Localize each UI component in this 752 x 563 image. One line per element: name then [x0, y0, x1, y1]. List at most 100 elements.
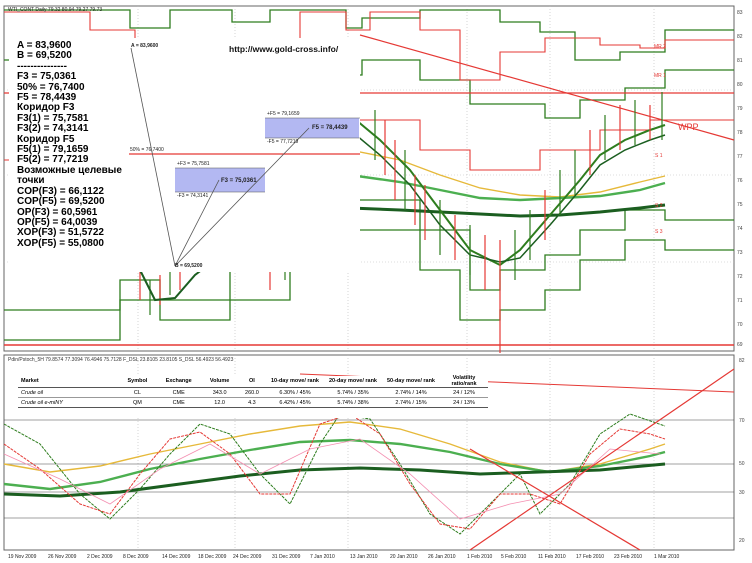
upper-band-1 [4, 9, 734, 61]
cell-volume: 12.0 [214, 399, 225, 406]
date-tick: 7 Jan 2010 [310, 554, 335, 560]
cell-volume: 343.0 [212, 389, 227, 396]
indicator-tick: 70 [739, 418, 745, 424]
price-tick: 73 [737, 250, 743, 256]
fib-line: --------------- [17, 60, 67, 72]
wpp-tag: WPP [678, 122, 699, 132]
cell-symbol: QM [133, 399, 142, 406]
fib-text-column: A = 83,9600 B = 69,5200 --------------- … [17, 40, 137, 249]
date-tick: 8 Dec 2009 [123, 554, 149, 560]
trend-line [359, 34, 735, 141]
indicator-axis: 82 70 50 30 20 [739, 358, 752, 548]
fib-line: Коридор F3 [17, 102, 75, 114]
indicator-tick: 20 [739, 538, 745, 544]
date-tick: 14 Dec 2009 [162, 554, 191, 560]
ma-light-green [349, 173, 666, 202]
f3-corridor-box [175, 168, 265, 192]
date-tick: 5 Feb 2010 [501, 554, 527, 560]
osc-yellow [3, 421, 666, 473]
fib-line: XOP(F3) = 51,5722 [17, 227, 104, 239]
fib-line: COP(F5) = 69,5200 [17, 196, 105, 208]
market-table-header: Market Symbol Exchange Volume OI 10-day … [18, 375, 488, 388]
f3-center-label: F3 = 75,0361 [221, 178, 257, 184]
indicator-tick: 50 [739, 461, 745, 467]
date-tick: 1 Feb 2010 [467, 554, 493, 560]
price-tick: 72 [737, 274, 743, 280]
site-label[interactable]: http://www.gold-cross.info/ [229, 44, 339, 54]
cell-market: Crude oil e-miNY [21, 399, 63, 406]
date-axis: 19 Nov 2009 26 Nov 2009 2 Dec 2009 8 Dec… [0, 554, 752, 563]
date-tick: 20 Jan 2010 [390, 554, 418, 560]
price-tick: 77 [737, 154, 743, 160]
cell-exchange: CME [172, 389, 185, 396]
date-tick: 2 Dec 2009 [87, 554, 113, 560]
price-tick: 69 [737, 342, 743, 348]
col-50day: 50-day move/ rank [387, 377, 435, 384]
date-tick: 18 Dec 2009 [198, 554, 227, 560]
fib-line: F5 = 78,4439 [17, 92, 77, 104]
top-chart-header: WTI_CONT Daily 79.32 80.94 79.27 79.73 [8, 7, 103, 13]
indicator-tick: 82 [739, 358, 745, 364]
market-table-box: Market Symbol Exchange Volume OI 10-day … [18, 375, 488, 418]
up-trend-line [469, 368, 735, 551]
osc-light-green [3, 438, 666, 491]
cell-symbol: CL [133, 389, 141, 396]
fib-line: A = 83,9600 [17, 40, 72, 51]
f3-lower-label: -F3 = 74,3141 [177, 193, 209, 199]
price-axis: 83 82 81 80 79 78 77 76 75 74 73 72 71 7… [737, 10, 752, 350]
cell-20day: 5.74% / 38% [337, 399, 369, 406]
ma-green-fast-2 [349, 129, 666, 263]
price-tick: 80 [737, 82, 743, 88]
fib-line: F3(2) = 74,3141 [17, 123, 89, 135]
a-to-b-line [130, 47, 176, 267]
col-20day: 20-day move/ rank [329, 377, 377, 384]
cell-oi: 4.3 [248, 399, 256, 406]
down-trend-line [469, 448, 641, 551]
price-tick: 81 [737, 58, 743, 64]
date-tick: 23 Feb 2010 [614, 554, 643, 560]
col-oi: OI [248, 377, 255, 384]
cell-20day: 5.74% / 35% [337, 389, 369, 396]
fib-line: COP(F3) = 66,1122 [17, 185, 104, 197]
indicator-chart[interactable]: Pdin/Pstoch_5H 79.8574 77.3094 76.4946 7… [0, 354, 752, 552]
fib-line: OP(F3) = 60,5961 [17, 206, 98, 218]
col-10day: 10-day move/ rank [271, 377, 319, 384]
fib-line: точки [17, 175, 45, 187]
cell-market: Crude oil [21, 389, 44, 396]
price-tick: 83 [737, 10, 743, 16]
ma-yellow [349, 149, 666, 198]
osc-dark-green [3, 462, 666, 498]
f3-upper-label: +F3 = 75,7581 [177, 161, 210, 167]
b-point-label: B = 69,5200 [175, 263, 203, 269]
f5-lower-label: -F5 = 77,7219 [267, 139, 299, 145]
price-tick: 76 [737, 178, 743, 184]
fib-line: Возможные целевые [17, 164, 122, 176]
stoch-pink [3, 438, 661, 520]
lower-band-1 [4, 229, 734, 341]
table-row[interactable]: Crude oil CL CME 343.0 260.0 6.30% / 45%… [18, 387, 488, 398]
cell-exchange: CME [172, 399, 185, 406]
b-to-f3-line [174, 179, 220, 267]
s3-tag: S 3 [655, 229, 663, 235]
date-tick: 19 Nov 2009 [8, 554, 37, 560]
indicator-grid [137, 355, 655, 550]
date-tick: 17 Feb 2010 [576, 554, 605, 560]
date-tick: 13 Jan 2010 [350, 554, 378, 560]
table-row[interactable]: Crude oil e-miNY QM CME 12.0 4.3 6.42% /… [18, 397, 488, 408]
date-tick: 26 Nov 2009 [48, 554, 77, 560]
date-tick: 24 Dec 2009 [233, 554, 262, 560]
cell-10day: 6.42% / 45% [279, 399, 311, 406]
price-tick: 79 [737, 106, 743, 112]
indicator-tick: 30 [739, 490, 745, 496]
fib-line: F3 = 75,0361 [17, 71, 77, 83]
date-tick: 31 Dec 2009 [272, 554, 301, 560]
fib-line: OP(F5) = 64,0039 [17, 216, 98, 228]
half-level-label: 50% = 76,7400 [130, 147, 164, 153]
ma-green-fast [349, 114, 666, 267]
fib-line: XOP(F5) = 55,0800 [17, 237, 104, 249]
s1-tag: S 1 [655, 153, 663, 159]
price-tick: 74 [737, 226, 743, 232]
col-market: Market [21, 377, 39, 384]
fib-line: F5(2) = 77,7219 [17, 154, 89, 166]
f5-upper-label: +F5 = 79,1659 [267, 111, 300, 117]
